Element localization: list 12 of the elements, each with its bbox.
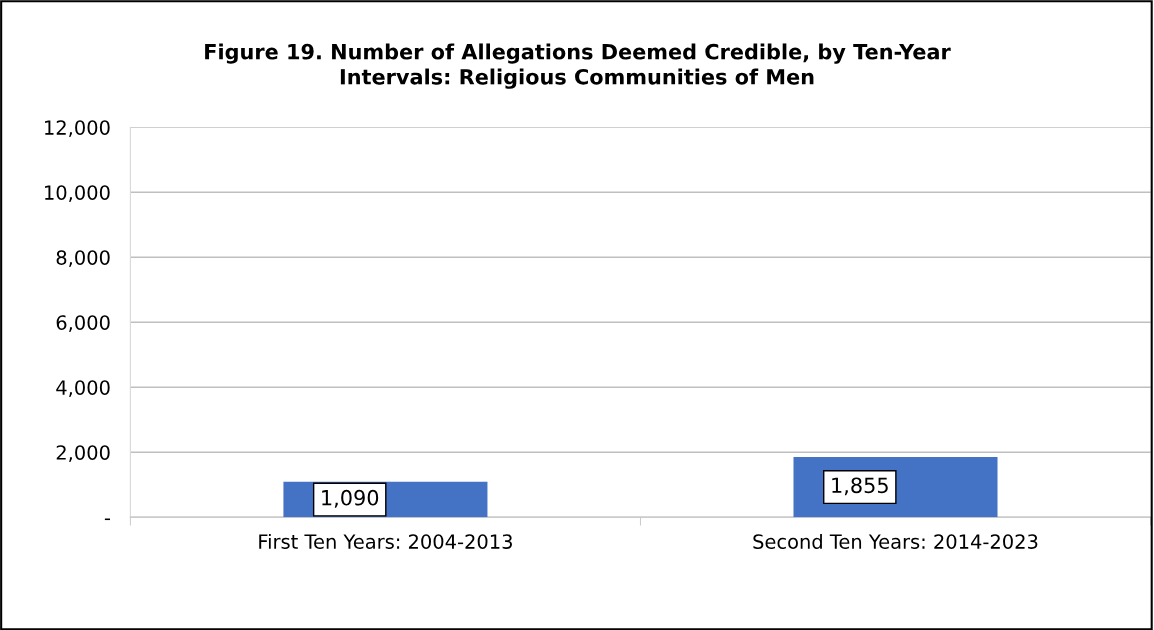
y-tick-label: 4,000 xyxy=(56,380,110,397)
y-tick-label: 12,000 xyxy=(45,120,110,137)
y-tick-label: 8,000 xyxy=(56,250,110,267)
y-tick-label: 6,000 xyxy=(56,315,110,332)
data-label: 1,855 xyxy=(832,477,888,496)
y-tick-label: 2,000 xyxy=(56,445,110,462)
x-tick-label: First Ten Years: 2004-2013 xyxy=(259,533,512,549)
data-label: 1,090 xyxy=(322,489,379,508)
x-tick-label: Second Ten Years: 2014-2023 xyxy=(753,533,1038,549)
chart-title: Figure 19. Number of Allegations Deemed Credible, by Ten-Year Intervals: Religious Communities of Men xyxy=(205,43,951,89)
y-tick-label: 10,000 xyxy=(45,185,110,202)
y-tick-label: - xyxy=(104,518,111,521)
